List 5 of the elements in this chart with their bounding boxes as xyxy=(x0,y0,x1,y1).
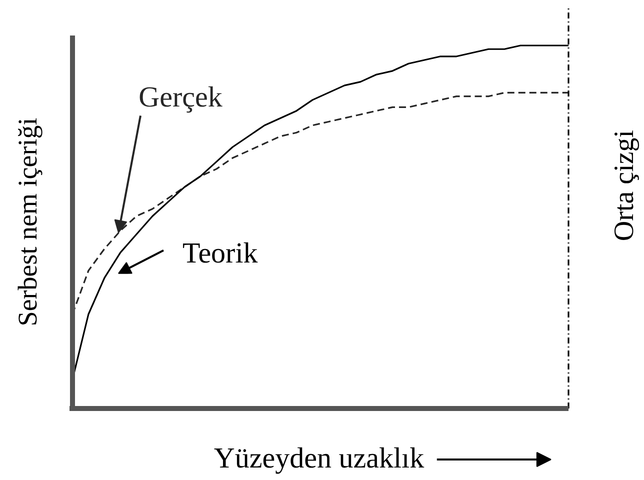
x-axis-title: Yüzeyden uzaklık xyxy=(214,442,425,474)
legend-label: Teorik xyxy=(182,237,258,270)
y-axis-title: Serbest nem içeriği xyxy=(12,118,42,326)
series-label: Gerçek xyxy=(138,82,223,114)
text: Orta çizgi xyxy=(609,130,640,242)
